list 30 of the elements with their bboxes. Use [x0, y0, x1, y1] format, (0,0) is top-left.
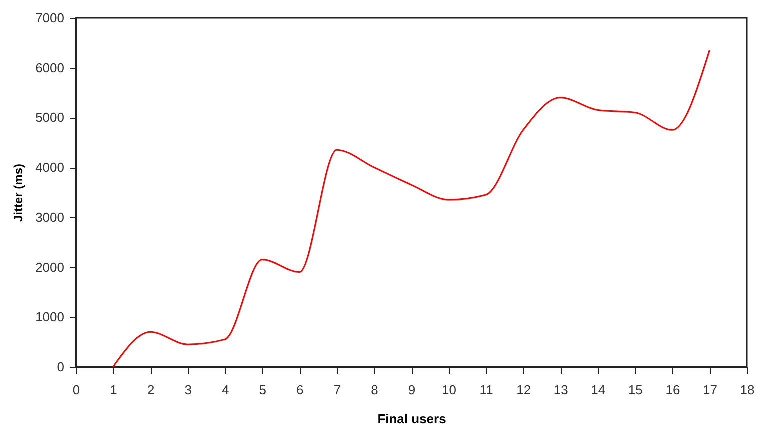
y-tick-label: 1000 — [36, 310, 64, 325]
x-tick-label: 17 — [702, 382, 718, 398]
x-tick-label: 7 — [334, 382, 342, 398]
x-tick-label: 6 — [296, 382, 304, 398]
x-tick-label: 5 — [259, 382, 267, 398]
line-series — [112, 50, 710, 368]
y-tick-label: 6000 — [36, 60, 64, 76]
y-tick-label: 5000 — [36, 110, 64, 126]
x-tick-label: 1 — [110, 382, 118, 398]
x-tick-label: 9 — [408, 382, 416, 398]
x-tick-label: 13 — [554, 382, 568, 398]
x-axis-title: Final users — [378, 412, 446, 426]
y-axis-title: Jitter (ms) — [12, 164, 26, 222]
x-tick-label: 4 — [222, 382, 230, 398]
y-tick-label: 4000 — [36, 160, 64, 176]
y-tick-label: 7000 — [36, 10, 64, 26]
x-tick-label: 11 — [480, 382, 494, 398]
x-tick-label: 16 — [666, 382, 680, 398]
x-tick-label: 18 — [740, 382, 755, 398]
x-tick-label: 0 — [72, 382, 80, 398]
x-tick-label: 15 — [628, 382, 643, 398]
x-tick-label: 14 — [591, 382, 606, 398]
x-tick-label: 3 — [184, 382, 192, 398]
y-tick-label: 3000 — [36, 210, 64, 225]
x-tick-label: 2 — [147, 382, 155, 398]
x-tick-label: 8 — [371, 382, 378, 398]
x-tick-label: 10 — [442, 382, 457, 398]
y-tick-label: 0 — [57, 360, 64, 374]
x-tick-label: 12 — [516, 382, 532, 398]
y-tick-label: 2000 — [36, 260, 64, 275]
